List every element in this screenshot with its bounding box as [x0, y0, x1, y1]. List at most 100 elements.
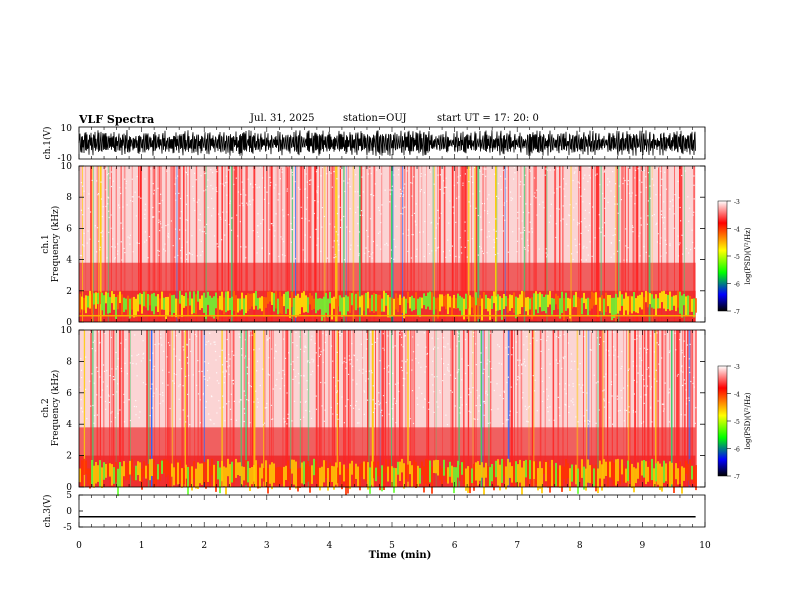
spec-speckle — [292, 229, 294, 231]
spec-speckle — [305, 218, 307, 220]
spec-band-cell — [557, 468, 559, 488]
spec-burst — [203, 330, 205, 487]
spec-band-cell — [511, 466, 513, 483]
spec-speckle — [287, 166, 289, 168]
spec-band-cell — [129, 298, 131, 319]
spec-speckle — [257, 213, 259, 215]
spec-speckle — [226, 360, 228, 363]
spec-band-cell — [631, 463, 633, 489]
spec-speckle — [180, 249, 182, 252]
spec-speckle — [404, 335, 406, 337]
spec-speckle — [202, 392, 204, 395]
spec-speckle — [583, 245, 585, 247]
spec-band-cell — [637, 462, 639, 479]
spec-speckle — [477, 418, 479, 420]
spec-band-cell — [139, 462, 141, 482]
spec-speckle — [650, 407, 652, 409]
spec-speckle — [213, 235, 216, 237]
spec-speckle — [87, 230, 89, 232]
spec-burst — [226, 330, 228, 487]
spec-speckle — [212, 171, 214, 174]
spec-speckle — [664, 228, 666, 230]
spec-speckle — [527, 250, 529, 252]
spec-band-cell — [391, 466, 393, 487]
spec-speckle — [316, 192, 318, 194]
spec-band-cell — [185, 292, 187, 307]
spec-burst — [661, 166, 663, 322]
spec-speckle — [521, 220, 523, 222]
spec-speckle — [453, 184, 455, 186]
spec-speckle — [286, 392, 288, 394]
spec-band-cell — [285, 465, 287, 480]
spec-band-cell — [293, 298, 295, 317]
spec-speckle — [136, 354, 138, 356]
spec-speckle — [266, 407, 268, 409]
spec-speckle — [114, 257, 116, 259]
spec-speckle — [271, 418, 273, 420]
spec-speckle — [467, 240, 469, 242]
spec-speckle — [608, 401, 610, 403]
spec-speckle — [203, 190, 205, 192]
spec-burst — [139, 166, 142, 322]
spec-burst — [591, 166, 593, 322]
spec-band-cell — [297, 468, 299, 492]
spec-speckle — [516, 251, 518, 253]
spec-speckle — [315, 408, 318, 410]
spec-speckle — [305, 167, 307, 169]
spec-speckle — [443, 192, 445, 194]
spec-speckle — [536, 410, 538, 412]
spec-speckle — [679, 242, 681, 244]
spec-speckle — [684, 383, 686, 385]
spec-band-cell — [481, 462, 483, 478]
spec-speckle — [464, 173, 466, 175]
spec-speckle — [153, 365, 155, 367]
spec-speckle — [339, 226, 342, 229]
spec-speckle — [183, 330, 185, 333]
spec-speckle — [130, 200, 132, 202]
spec-band-cell — [475, 462, 477, 481]
spec-speckle — [129, 243, 131, 245]
spec-speckle — [235, 177, 237, 179]
spec-speckle — [659, 194, 661, 196]
spec-band-cell — [617, 297, 619, 314]
spec-speckle — [185, 172, 188, 174]
spec-speckle — [331, 186, 333, 188]
spec-speckle — [469, 205, 472, 207]
spec-speckle — [187, 174, 189, 176]
spec-burst — [333, 330, 336, 487]
spec-speckle — [524, 174, 526, 176]
spec-speckle — [507, 251, 509, 253]
spec-speckle — [568, 214, 570, 216]
spec-speckle — [496, 195, 498, 197]
spec-burst — [464, 166, 466, 322]
spec-speckle — [165, 225, 167, 227]
spec-burst — [520, 330, 523, 487]
spec-burst — [387, 330, 390, 487]
spec-burst — [189, 330, 191, 487]
spec-speckle — [250, 330, 252, 332]
spec-speckle — [437, 174, 439, 176]
spec-burst — [317, 330, 319, 487]
spec-band-cell — [257, 464, 259, 489]
spec-band-cell — [99, 460, 101, 487]
spec-burst — [253, 330, 256, 487]
spec-band-cell — [603, 298, 605, 316]
spec-band-cell — [691, 298, 693, 312]
spec-burst — [232, 330, 235, 487]
spec-band-cell — [139, 292, 141, 305]
spec-speckle — [208, 340, 210, 342]
spec-speckle — [559, 186, 561, 188]
spec-speckle — [96, 251, 98, 253]
spec-speckle — [193, 200, 195, 202]
spec-speckle — [675, 349, 677, 351]
spec-band-cell — [569, 298, 571, 319]
spec-speckle — [333, 376, 335, 379]
spec-speckle — [448, 370, 450, 372]
spec-speckle — [309, 183, 311, 185]
spec-band-cell — [573, 295, 575, 307]
spec-speckle — [120, 342, 122, 344]
spec-speckle — [577, 368, 579, 370]
spec-band-cell — [279, 291, 281, 314]
spec-speckle — [559, 415, 561, 417]
spec-band-cell — [443, 459, 445, 476]
